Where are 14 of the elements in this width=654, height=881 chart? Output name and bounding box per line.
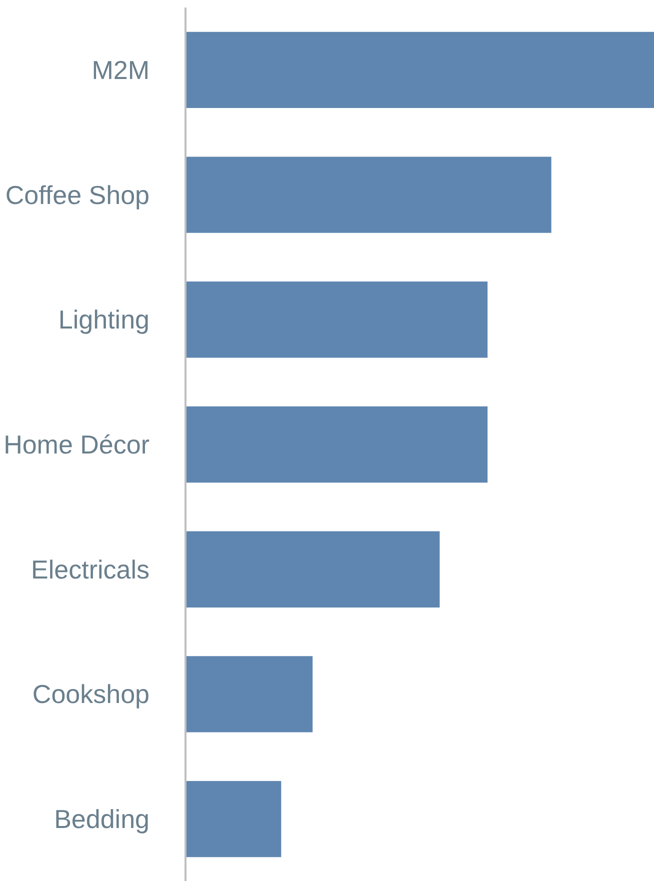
- y-tick-label: Lighting: [58, 304, 150, 335]
- y-tick-label: Cookshop: [32, 679, 150, 710]
- bar: [186, 282, 488, 358]
- bar: [186, 156, 552, 233]
- y-tick-label: Electricals: [31, 554, 150, 584]
- bar: [186, 780, 282, 858]
- bar: [186, 32, 654, 108]
- y-tick-label: Bedding: [54, 804, 150, 834]
- y-tick-label: Coffee Shop: [5, 180, 150, 210]
- y-tick-label: Home Décor: [4, 430, 150, 460]
- bar: [186, 656, 313, 732]
- bar: [186, 531, 440, 608]
- y-tick-label: M2M: [92, 54, 150, 85]
- bar: [186, 406, 488, 483]
